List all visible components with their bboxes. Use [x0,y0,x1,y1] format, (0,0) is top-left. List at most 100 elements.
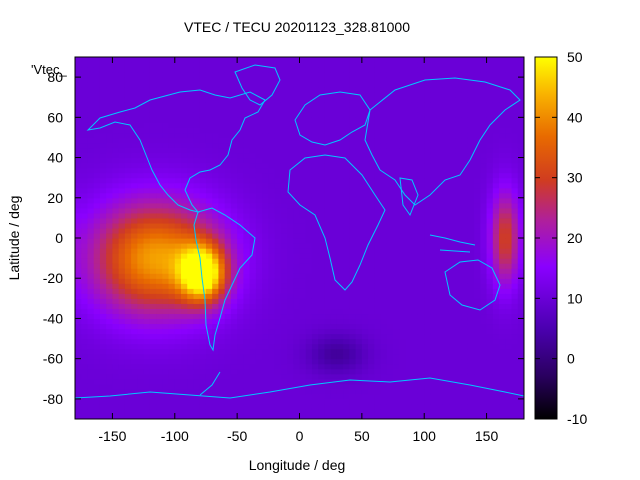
heat-cell [212,172,220,179]
heat-cell [330,207,338,214]
heat-cell [293,313,301,320]
heat-cell [156,408,163,415]
heat-cell [311,167,319,174]
heat-cell [218,137,226,144]
heat-cell [336,408,344,415]
heat-cell [455,243,463,249]
heat-cell [243,268,251,274]
heat-cell [193,82,201,88]
heat-cell [149,132,157,139]
heat-cell [218,373,226,380]
heat-cell [411,398,419,405]
heat-cell [305,127,313,134]
heat-cell [380,383,388,390]
heat-cell [218,87,226,93]
heat-cell [311,142,319,149]
heat-cell [355,258,363,264]
heat-cell [361,157,369,164]
heat-cell [212,323,220,330]
heat-cell [224,268,232,274]
heat-cell [417,333,425,340]
heat-cell [230,368,238,375]
heat-cell [480,62,488,68]
heat-cell [87,343,95,350]
heat-cell [193,117,201,123]
heat-cell [249,338,257,345]
heat-cell [193,358,201,365]
heat-cell [405,232,413,239]
heat-cell [99,157,107,164]
heat-cell [399,323,407,330]
heat-cell [212,268,220,274]
heat-cell [405,102,413,108]
heat-cell [474,313,481,320]
heat-cell [187,243,195,249]
heat-cell [131,132,138,139]
heat-cell [255,162,263,169]
heat-cell [361,288,369,294]
heat-cell [430,383,438,390]
heat-cell [486,87,494,93]
heat-cell [336,328,344,335]
heat-cell [162,107,170,113]
heat-cell [137,248,145,254]
heat-cell [199,243,207,249]
heat-cell [405,67,413,73]
heat-cell [467,167,475,174]
heat-cell [349,127,357,134]
heat-cell [455,273,463,279]
heat-cell [324,182,332,189]
heat-cell [399,167,407,174]
heat-cell [318,122,326,128]
heat-cell [99,167,107,174]
heat-cell [343,268,350,274]
heat-cell [149,238,157,244]
heat-cell [230,308,238,315]
heat-cell [386,147,394,154]
heat-cell [124,343,132,350]
heat-cell [424,278,432,284]
heat-cell [174,97,182,103]
heat-cell [255,232,263,239]
heat-cell [274,162,282,169]
heat-cell [293,338,301,345]
heat-cell [355,157,363,164]
heat-cell [299,268,307,274]
heat-cell [181,162,188,169]
heat-cell [380,102,388,108]
heat-cell [156,283,163,289]
heat-cell [274,87,282,93]
heat-cell [355,67,363,73]
heat-cell [467,413,475,419]
heat-cell [442,243,450,249]
heat-cell [118,207,126,214]
heat-cell [399,212,407,219]
heat-cell [411,232,419,239]
heat-cell [449,102,457,108]
heat-cell [411,67,419,73]
heat-cell [156,197,163,204]
heat-cell [343,97,350,103]
heat-cell [181,403,188,410]
heat-cell [218,97,226,103]
heat-cell [393,197,400,204]
heat-cell [174,127,182,134]
heat-cell [124,238,132,244]
heat-cell [411,303,419,309]
heat-cell [124,132,132,139]
heat-cell [374,167,382,174]
heat-cell [305,388,313,395]
heat-cell [318,142,326,149]
heat-cell [181,333,188,340]
heat-cell [349,112,357,118]
heat-cell [318,137,326,144]
heat-cell [131,82,138,88]
heat-cell [143,177,151,184]
heat-cell [137,182,145,189]
heat-cell [93,57,101,63]
heat-cell [374,358,382,365]
heat-cell [124,263,132,269]
heat-cell [480,127,488,134]
heat-cell [368,192,375,199]
heat-cell [393,288,400,294]
